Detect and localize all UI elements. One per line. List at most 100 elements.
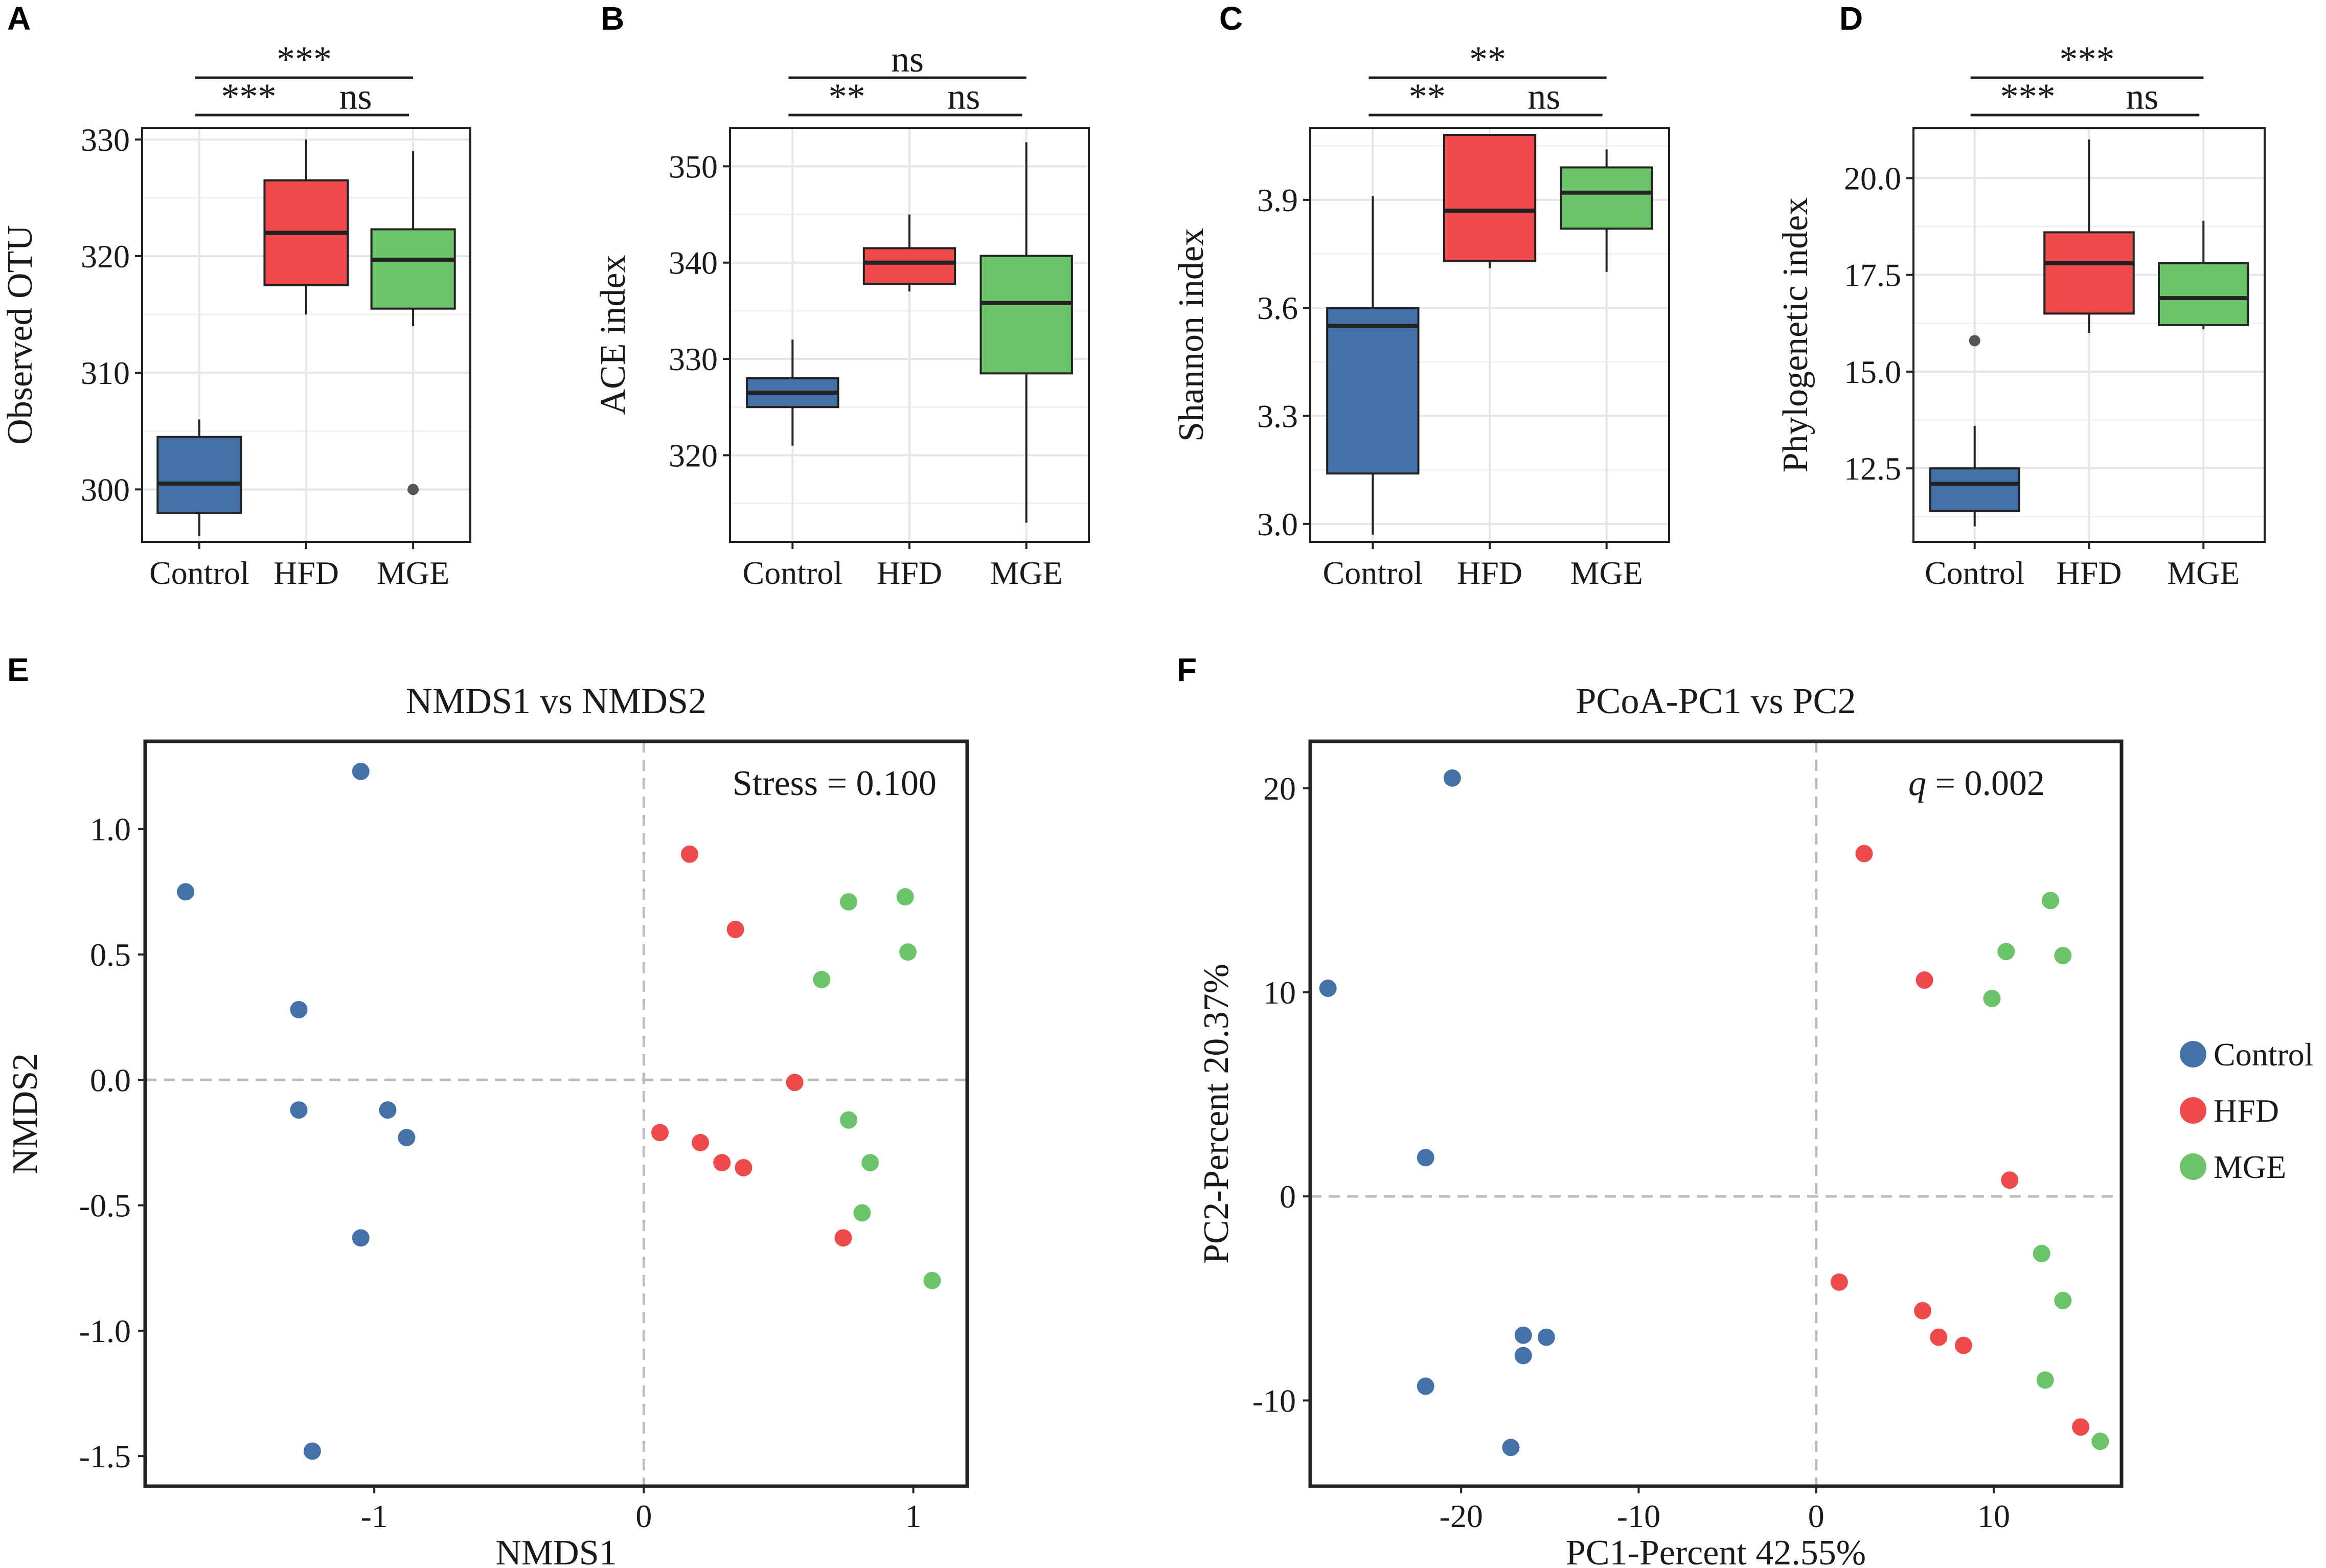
box-mge [2158,262,2249,327]
y-tick-label: 1.0 [90,811,131,848]
point-hfd [834,1229,852,1247]
x-tick-label: 1 [905,1498,922,1534]
legend-label: MGE [2214,1149,2286,1185]
boxplot-D: 12.5 15.0 17.5 20.0 Control HFD MGE Phylogeneti… [1776,39,2266,591]
plot-frame [1308,739,2124,1488]
point-control [1417,1149,1434,1167]
panel-letter: C [1219,0,1243,37]
annotation-text: = 0.002 [1926,764,2045,803]
point-mge [861,1154,879,1172]
point-hfd [735,1158,752,1176]
point-control [352,1229,370,1247]
legend: Control HFD MGE [2180,1036,2314,1185]
point-hfd [2001,1171,2019,1189]
y-tick-label: 20 [1263,770,1296,807]
point-mge [813,971,831,989]
point-control [177,883,195,901]
significance-label: *** [277,39,332,80]
stat-annotation: Stress = 0.100 [733,764,937,803]
significance-label: ns [947,76,980,117]
point-mge [840,1111,858,1129]
plot-title: NMDS1 vs NMDS2 [406,680,706,721]
legend-marker-hfd [2180,1097,2206,1124]
x-tick-label: HFD [2056,555,2122,591]
stat-annotation: q = 0.002 [1908,764,2045,803]
point-mge [896,888,914,906]
box-mge [979,255,1073,375]
annotation-italic: q [1908,764,1926,803]
x-tick-label: MGE [1570,555,1643,591]
point-hfd [1855,845,1873,862]
point-mge [899,943,917,961]
box-mge [1560,166,1653,230]
point-control [1417,1377,1434,1395]
x-tick-label: MGE [377,555,449,591]
point-hfd [1954,1336,1972,1354]
significance-label: ** [1409,76,1446,117]
point-control [1537,1328,1555,1346]
point-control [379,1101,397,1119]
x-tick-label: HFD [877,555,942,591]
y-tick-label: -1.0 [79,1313,131,1349]
annotation-text: Stress = 0.100 [733,764,937,803]
y-tick-label: 3.9 [1257,182,1298,218]
point-hfd [1915,971,1933,989]
box-control [1326,307,1420,475]
point-mge [1983,989,2001,1007]
y-tick-label: 330 [669,341,718,377]
panel-letter: A [7,0,31,37]
x-tick-label: -1 [360,1498,387,1534]
panel-letter: D [1839,0,1863,37]
y-tick-label: -10 [1252,1382,1296,1419]
point-control [398,1129,416,1147]
y-tick-label: -0.5 [79,1188,131,1224]
point-control [1514,1347,1532,1365]
x-tick-label: -20 [1440,1498,1483,1534]
box-control [156,436,242,514]
y-tick-label: 350 [669,148,718,185]
point-mge [853,1204,871,1222]
panel-letter: B [601,0,624,37]
significance-label: ns [891,39,924,80]
point-hfd [1914,1302,1932,1320]
y-axis-title: Phylogenetic index [1776,197,1815,473]
y-tick-label: 330 [81,122,130,158]
box-hfd [2043,231,2135,315]
point-hfd [1930,1328,1948,1346]
point-control [303,1442,321,1460]
y-axis-title: PC2-Percent 20.37% [1197,964,1236,1264]
y-tick-label: 15.0 [1844,354,1901,390]
point-control [1319,980,1337,997]
panel-letter: E [7,651,29,688]
y-tick-label: 20.0 [1844,160,1901,196]
point-hfd [1830,1273,1848,1291]
legend-label: HFD [2214,1093,2279,1129]
x-tick-label: 10 [1977,1498,2010,1534]
box-mge [370,228,456,310]
point-control [1502,1439,1520,1457]
x-tick-label: 0 [1808,1498,1825,1534]
y-tick-label: 320 [81,238,130,275]
significance-label: *** [221,76,276,117]
y-tick-label: 310 [81,355,130,391]
point-control [1514,1326,1532,1344]
y-tick-label: 3.0 [1257,506,1298,542]
outlier-point [1969,335,1980,347]
point-hfd [2072,1418,2090,1436]
y-tick-label: -1.5 [79,1438,131,1474]
y-tick-label: 3.3 [1257,398,1298,434]
legend-marker-mge [2180,1153,2206,1180]
point-hfd [692,1133,710,1151]
x-tick-label: Control [149,555,249,591]
y-tick-label: 3.6 [1257,290,1298,326]
y-tick-label: 0.5 [90,937,131,973]
point-mge [2036,1371,2054,1389]
x-tick-label: Control [1323,555,1423,591]
y-tick-label: 0.0 [90,1062,131,1098]
point-control [290,1101,308,1119]
point-hfd [726,920,744,938]
significance-label: ** [1469,39,1506,80]
